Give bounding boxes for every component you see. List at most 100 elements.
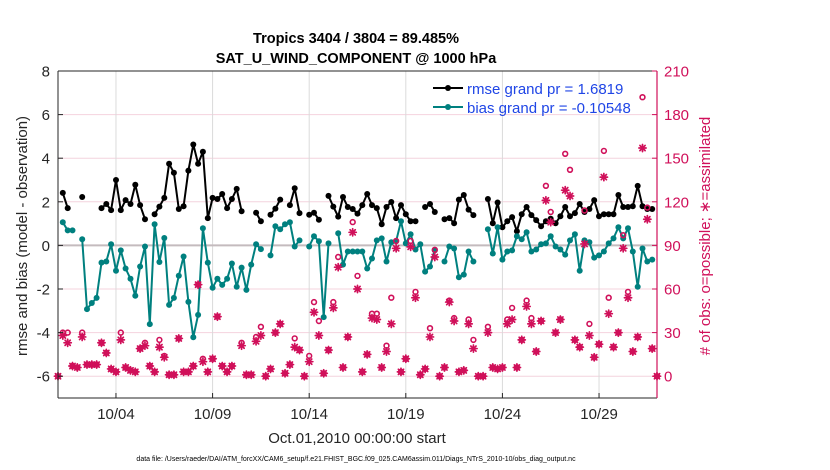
bias-point [455,274,462,281]
rmse-point [306,211,313,218]
bias-point [166,301,173,308]
asterisk-stroke [378,364,386,371]
obs-assimilated-marker [435,371,445,381]
rmse-point [615,192,622,198]
rmse-point [484,196,491,202]
obs-assimilated-marker [575,342,585,352]
rmse-point [557,213,564,220]
y2-tick-label: 210 [664,64,689,81]
rmse-point [596,213,602,220]
asterisk-stroke [407,243,415,251]
bias-point [542,240,549,247]
bias-point [629,248,636,255]
rmse-point [494,199,501,206]
rmse-point [257,218,264,225]
asterisk-stroke [276,320,284,328]
bias-point [79,236,86,243]
obs-assimilated-marker [541,195,551,205]
asterisk-stroke [469,345,477,353]
bias-point [195,311,202,318]
bias-point [562,251,569,258]
bias-point [571,231,578,238]
rmse-point [224,205,231,212]
bias-point [649,256,656,263]
obs-assimilated-marker [246,370,256,380]
obs-assimilated-marker [628,347,638,356]
bias-point [412,246,419,253]
asterisk-stroke [151,368,159,376]
bias-point [533,246,540,253]
bias-point [528,248,535,255]
rmse-point [122,197,129,204]
obs-assimilated-marker [560,185,570,195]
asterisk-stroke [112,368,120,376]
asterisk-stroke [59,332,67,339]
rmse-point [364,191,371,197]
rmse-point [581,209,588,215]
rmse-point [311,209,317,216]
obs-assimilated-marker [584,331,594,340]
asterisk-stroke [590,353,598,361]
obs-possible-marker [639,93,646,101]
obs-assimilated-marker [580,239,589,249]
obs-assimilated-marker [507,315,517,324]
bias-point [219,281,226,288]
rmse-point [354,210,361,217]
obs-possible-marker [561,150,569,158]
bias-point [596,252,602,259]
rmse-point [629,203,636,210]
obs-assimilated-marker [285,360,295,370]
asterisk-stroke [513,364,521,371]
y-tick-label: 8 [42,64,50,81]
asterisk-stroke [310,308,318,316]
rmse-point [267,211,274,218]
rmse-point [132,181,139,188]
bias-point [113,267,119,274]
y2-tick-label: 0 [664,369,672,386]
rmse-point [113,177,119,183]
obs-assimilated-marker [72,363,82,372]
legend-entry-bias: bias grand pr = -0.10548 [433,100,631,117]
obs-assimilated-marker [609,342,618,352]
chart-title-line-2: SAT_U_WIND_COMPONENT @ 1000 hPa [216,51,498,67]
y-tick-label: -6 [37,369,50,386]
obs-assimilated-marker [536,316,546,326]
bias-point [504,248,511,255]
rmse-point [166,160,173,167]
rmse-point [286,202,293,209]
rmse-point [509,214,516,221]
rmse-point [451,220,458,227]
rmse-point [533,217,540,224]
rmse-point [340,194,346,200]
bias-point [388,239,395,246]
rmse-point [620,204,627,210]
asterisk-stroke [561,186,569,194]
y-tick-label: 4 [42,151,50,168]
obs-possible-marker [431,246,438,254]
bias-point [122,265,129,272]
rmse-point [151,211,158,218]
obs-assimilated-marker [382,347,391,356]
bias-point [291,243,298,250]
bias-point [282,221,288,228]
obs-assimilated-marker [522,301,532,311]
obs-assimilated-marker [111,367,121,377]
obs-possible-marker [581,207,588,214]
series-group [59,141,656,341]
obs-assimilated-marker [154,342,164,352]
bias-point [199,225,206,232]
rmse-point [513,228,520,235]
legend-label-rmse: rmse grand pr = 1.6819 [467,81,623,98]
bias-point [267,252,274,259]
rmse-point [190,141,197,148]
rmse-point [393,215,400,222]
obs-possible-marker [156,336,163,344]
bias-point [88,300,95,306]
bias-point [156,259,163,265]
obs-assimilated-marker [401,354,411,364]
rmse-point [446,215,453,222]
obs-count-group [53,93,662,381]
rmse-point [103,201,110,207]
rmse-point [465,206,472,213]
obs-assimilated-marker [319,368,329,378]
